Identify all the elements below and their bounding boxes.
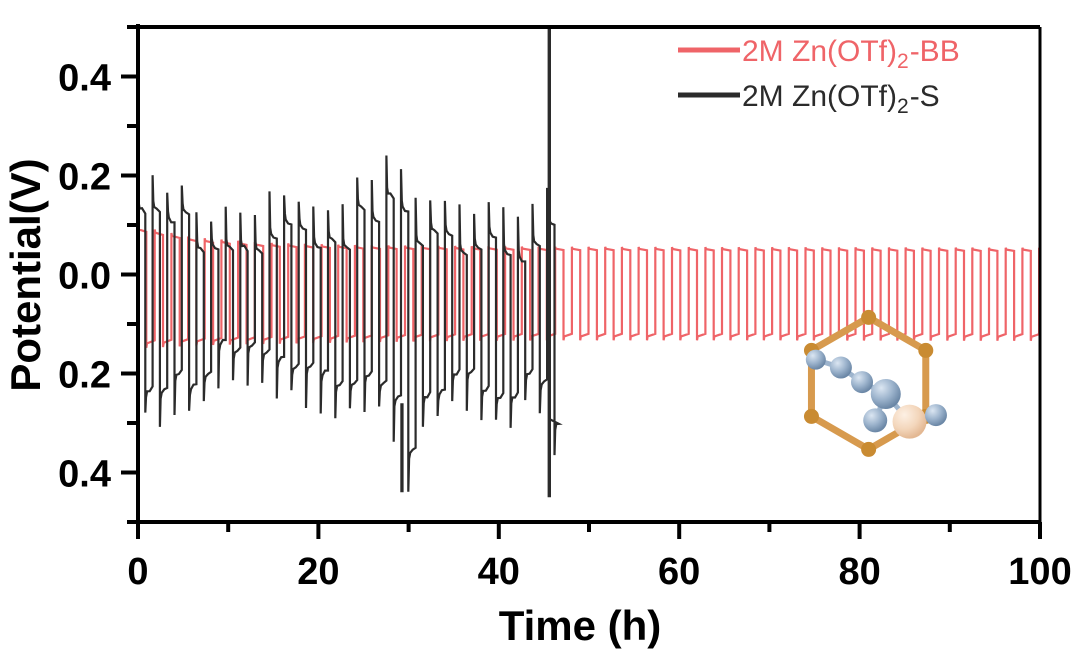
y-tick-label: 0.2	[58, 157, 111, 199]
legend: 2M Zn(OTf) 2 -BB 2M Zn(OTf) 2 -S	[678, 35, 960, 118]
y-axis-title: Potential(V)	[2, 158, 49, 391]
legend-label-2m-zn-otf2-bb-subscript: 2	[897, 50, 909, 73]
legend-label-2m-zn-otf2-s: 2M Zn(OTf)	[742, 80, 897, 113]
molecule-ring-bond	[865, 313, 930, 354]
molecule-ring-bond	[807, 313, 873, 354]
molecule-ring-node	[803, 408, 819, 424]
x-tick-label: 60	[658, 551, 700, 593]
molecule-atom-highlight	[892, 404, 927, 439]
x-axis-tick-labels: 0 20 40 60 80 100	[127, 551, 1071, 593]
x-axis-title: Time (h)	[499, 602, 662, 649]
x-tick-label: 0	[127, 551, 148, 593]
legend-label-2m-zn-otf2-s-tail: -S	[910, 80, 940, 113]
y-tick-label: 0.4	[58, 454, 111, 496]
legend-label-2m-zn-otf2-bb-tail: -BB	[910, 35, 960, 68]
molecule-atom	[924, 404, 947, 427]
y-tick-label: 0.0	[58, 256, 111, 298]
legend-label-2m-zn-otf2-bb: 2M Zn(OTf)	[742, 35, 897, 68]
series-line-2m-zn-otf2-s	[138, 155, 563, 493]
molecule-inset	[803, 309, 947, 457]
molecule-atom	[805, 349, 826, 370]
molecule-ring-node	[861, 441, 877, 457]
y-tick-label: 0.2	[58, 355, 111, 397]
molecule-ring-bond	[807, 412, 873, 453]
x-tick-label: 80	[838, 551, 880, 593]
molecule-ring-node	[918, 342, 934, 358]
molecule-atom	[851, 371, 874, 394]
x-tick-label: 40	[478, 551, 520, 593]
molecule-ring-node	[861, 309, 877, 325]
molecule-atom	[829, 356, 852, 379]
y-axis-tick-labels: 0.4 0.2 0.0 0.2 0.4	[58, 58, 111, 496]
x-tick-label: 20	[297, 551, 339, 593]
x-tick-label: 100	[1008, 551, 1071, 593]
molecule-atom	[870, 378, 901, 409]
y-tick-label: 0.4	[58, 58, 111, 100]
x-axis-ticks	[136, 522, 1042, 539]
legend-label-2m-zn-otf2-s-subscript: 2	[897, 95, 909, 118]
y-axis-ticks	[121, 25, 138, 524]
molecule-atom	[863, 408, 888, 433]
